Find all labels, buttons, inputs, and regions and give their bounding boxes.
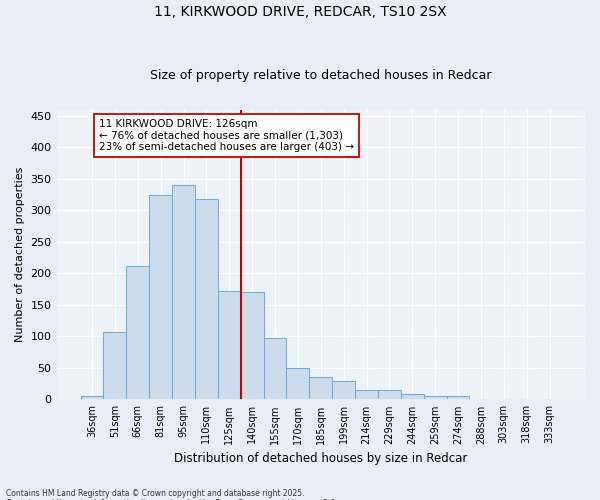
Bar	[310, 376, 332, 400]
Bar	[286, 368, 310, 400]
Bar	[241, 292, 263, 400]
Bar	[263, 338, 286, 400]
Bar	[493, 399, 515, 400]
Bar	[378, 390, 401, 400]
Bar	[80, 396, 103, 400]
Bar	[149, 194, 172, 400]
Bar	[401, 394, 424, 400]
Bar	[172, 185, 195, 400]
Bar	[446, 396, 469, 400]
Bar	[127, 266, 149, 400]
Bar	[355, 390, 378, 400]
Text: 11 KIRKWOOD DRIVE: 126sqm
← 76% of detached houses are smaller (1,303)
23% of se: 11 KIRKWOOD DRIVE: 126sqm ← 76% of detac…	[99, 119, 354, 152]
Text: Contains HM Land Registry data © Crown copyright and database right 2025.: Contains HM Land Registry data © Crown c…	[6, 488, 305, 498]
Text: Contains public sector information licensed under the Open Government Licence v3: Contains public sector information licen…	[6, 498, 338, 500]
Bar	[469, 399, 493, 400]
Bar	[218, 291, 241, 400]
Title: Size of property relative to detached houses in Redcar: Size of property relative to detached ho…	[150, 69, 491, 82]
Text: 11, KIRKWOOD DRIVE, REDCAR, TS10 2SX: 11, KIRKWOOD DRIVE, REDCAR, TS10 2SX	[154, 5, 446, 19]
Bar	[424, 396, 446, 400]
Bar	[332, 381, 355, 400]
Bar	[103, 332, 127, 400]
Y-axis label: Number of detached properties: Number of detached properties	[15, 167, 25, 342]
X-axis label: Distribution of detached houses by size in Redcar: Distribution of detached houses by size …	[174, 452, 467, 465]
Bar	[195, 199, 218, 400]
